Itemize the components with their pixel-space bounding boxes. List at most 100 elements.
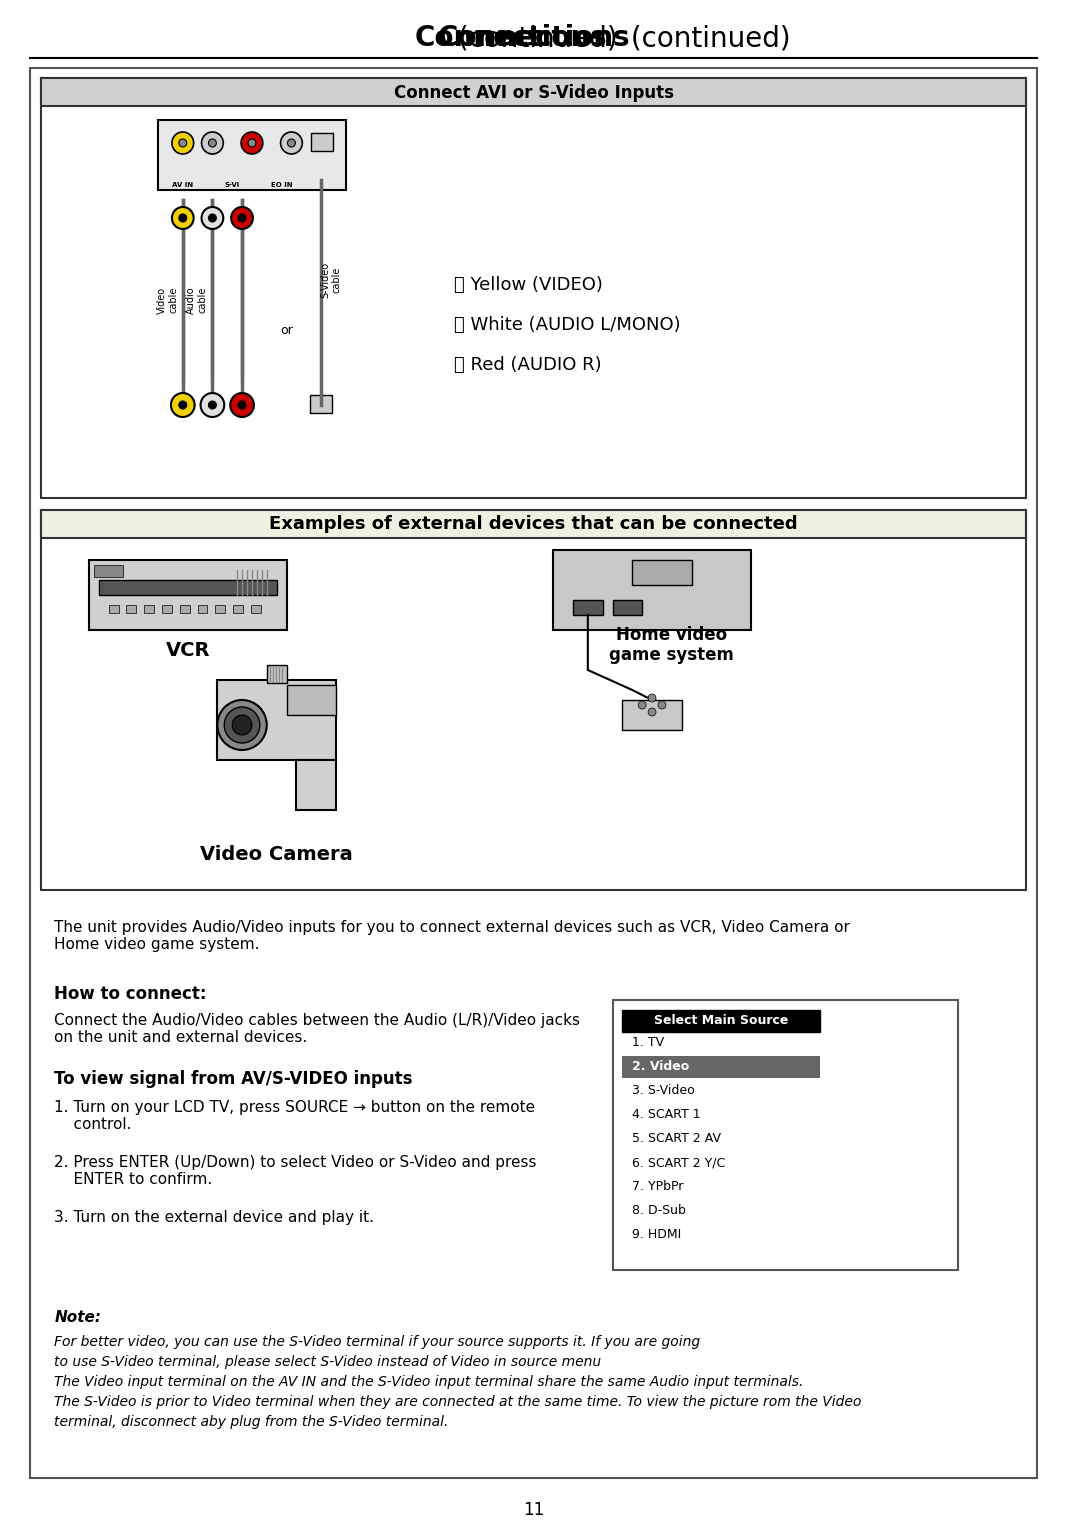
Text: 3. Turn on the external device and play it.: 3. Turn on the external device and play … bbox=[54, 1209, 375, 1225]
FancyBboxPatch shape bbox=[89, 560, 286, 631]
Text: The unit provides Audio/Video inputs for you to connect external devices such as: The unit provides Audio/Video inputs for… bbox=[54, 919, 850, 953]
Circle shape bbox=[225, 707, 260, 744]
Circle shape bbox=[238, 402, 246, 409]
FancyBboxPatch shape bbox=[553, 550, 751, 631]
FancyBboxPatch shape bbox=[126, 605, 136, 612]
Circle shape bbox=[248, 139, 256, 147]
Circle shape bbox=[241, 131, 262, 154]
Circle shape bbox=[208, 139, 216, 147]
FancyBboxPatch shape bbox=[632, 560, 691, 585]
FancyBboxPatch shape bbox=[296, 760, 336, 809]
Text: Connections: Connections bbox=[415, 24, 608, 52]
Text: 1. Turn on your LCD TV, press SOURCE → button on the remote
    control.: 1. Turn on your LCD TV, press SOURCE → b… bbox=[54, 1099, 536, 1133]
Circle shape bbox=[179, 402, 187, 409]
Text: (continued): (continued) bbox=[449, 24, 618, 52]
Circle shape bbox=[202, 131, 224, 154]
Text: 4. SCART 1: 4. SCART 1 bbox=[632, 1109, 701, 1121]
FancyBboxPatch shape bbox=[267, 664, 286, 683]
FancyBboxPatch shape bbox=[612, 600, 643, 615]
Text: terminal, disconnect aby plug from the S-Video terminal.: terminal, disconnect aby plug from the S… bbox=[54, 1416, 448, 1429]
Text: Home video
game system: Home video game system bbox=[609, 626, 734, 664]
Text: to use S-Video terminal, please select S-Video instead of Video in source menu: to use S-Video terminal, please select S… bbox=[54, 1354, 602, 1370]
Text: EO IN: EO IN bbox=[271, 182, 293, 188]
Circle shape bbox=[238, 214, 246, 221]
Text: 8. D-Sub: 8. D-Sub bbox=[632, 1205, 686, 1217]
FancyBboxPatch shape bbox=[286, 686, 336, 715]
Circle shape bbox=[287, 139, 296, 147]
Text: 1. TV: 1. TV bbox=[632, 1037, 664, 1049]
Text: Connections: Connections bbox=[437, 24, 630, 52]
Circle shape bbox=[231, 208, 253, 229]
FancyBboxPatch shape bbox=[233, 605, 243, 612]
Circle shape bbox=[658, 701, 666, 709]
Text: Video Camera: Video Camera bbox=[200, 846, 353, 864]
Text: S-Video
cable: S-Video cable bbox=[320, 263, 341, 298]
Text: 7. YPbPr: 7. YPbPr bbox=[632, 1180, 684, 1194]
FancyBboxPatch shape bbox=[198, 605, 207, 612]
Text: AV IN: AV IN bbox=[172, 182, 193, 188]
Text: (continued): (continued) bbox=[622, 24, 791, 52]
FancyBboxPatch shape bbox=[217, 680, 336, 760]
Circle shape bbox=[172, 208, 193, 229]
FancyBboxPatch shape bbox=[573, 600, 603, 615]
Circle shape bbox=[217, 699, 267, 750]
Circle shape bbox=[230, 392, 254, 417]
Text: VCR: VCR bbox=[165, 640, 210, 660]
Text: Audio
cable: Audio cable bbox=[186, 286, 207, 315]
Text: 6. SCART 2 Y/C: 6. SCART 2 Y/C bbox=[632, 1156, 726, 1170]
FancyBboxPatch shape bbox=[41, 510, 1026, 538]
FancyBboxPatch shape bbox=[145, 605, 154, 612]
FancyBboxPatch shape bbox=[622, 1057, 820, 1078]
FancyBboxPatch shape bbox=[98, 580, 276, 596]
Circle shape bbox=[648, 709, 656, 716]
FancyBboxPatch shape bbox=[179, 605, 190, 612]
FancyBboxPatch shape bbox=[215, 605, 226, 612]
Text: Ⓡ Red (AUDIO R): Ⓡ Red (AUDIO R) bbox=[455, 356, 602, 374]
Text: 9. HDMI: 9. HDMI bbox=[632, 1229, 681, 1241]
Text: Ⓧ White (AUDIO L/MONO): Ⓧ White (AUDIO L/MONO) bbox=[455, 316, 681, 334]
Text: Note:: Note: bbox=[54, 1310, 102, 1325]
FancyBboxPatch shape bbox=[612, 1000, 958, 1270]
Text: Connect AVI or S-Video Inputs: Connect AVI or S-Video Inputs bbox=[393, 84, 674, 102]
Text: 2. Press ENTER (Up/Down) to select Video or S-Video and press
    ENTER to confi: 2. Press ENTER (Up/Down) to select Video… bbox=[54, 1154, 537, 1188]
Circle shape bbox=[179, 139, 187, 147]
Text: To view signal from AV/S-VIDEO inputs: To view signal from AV/S-VIDEO inputs bbox=[54, 1070, 413, 1089]
Text: or: or bbox=[280, 324, 293, 336]
Text: 2. Video: 2. Video bbox=[632, 1060, 689, 1073]
Circle shape bbox=[232, 715, 252, 734]
Text: 11: 11 bbox=[523, 1501, 544, 1519]
Circle shape bbox=[172, 131, 193, 154]
Circle shape bbox=[208, 402, 216, 409]
FancyBboxPatch shape bbox=[310, 395, 332, 412]
Text: 3. S-Video: 3. S-Video bbox=[632, 1084, 696, 1098]
Circle shape bbox=[208, 214, 216, 221]
Text: Select Main Source: Select Main Source bbox=[654, 1014, 788, 1028]
Text: How to connect:: How to connect: bbox=[54, 985, 207, 1003]
Circle shape bbox=[648, 693, 656, 702]
Text: Video
cable: Video cable bbox=[158, 287, 179, 313]
Circle shape bbox=[201, 392, 225, 417]
FancyBboxPatch shape bbox=[41, 510, 1026, 890]
Text: 5. SCART 2 AV: 5. SCART 2 AV bbox=[632, 1133, 721, 1145]
FancyBboxPatch shape bbox=[94, 565, 123, 577]
Text: S-VI: S-VI bbox=[225, 182, 240, 188]
FancyBboxPatch shape bbox=[29, 69, 1038, 1478]
FancyBboxPatch shape bbox=[109, 605, 119, 612]
FancyBboxPatch shape bbox=[251, 605, 261, 612]
Text: Examples of external devices that can be connected: Examples of external devices that can be… bbox=[269, 515, 798, 533]
Text: The Video input terminal on the AV IN and the S-Video input terminal share the s: The Video input terminal on the AV IN an… bbox=[54, 1374, 804, 1390]
Circle shape bbox=[638, 701, 646, 709]
Text: For better video, you can use the S-Video terminal if your source supports it. I: For better video, you can use the S-Vide… bbox=[54, 1335, 701, 1348]
Circle shape bbox=[202, 208, 224, 229]
FancyBboxPatch shape bbox=[622, 1009, 820, 1032]
Circle shape bbox=[171, 392, 194, 417]
Text: ⓨ Yellow (VIDEO): ⓨ Yellow (VIDEO) bbox=[455, 276, 604, 295]
FancyBboxPatch shape bbox=[622, 699, 681, 730]
FancyBboxPatch shape bbox=[311, 133, 333, 151]
Circle shape bbox=[179, 214, 187, 221]
Text: The S-Video is prior to Video terminal when they are connected at the same time.: The S-Video is prior to Video terminal w… bbox=[54, 1396, 862, 1409]
Text: Connect the Audio/Video cables between the Audio (L/R)/Video jacks
on the unit a: Connect the Audio/Video cables between t… bbox=[54, 1012, 580, 1046]
FancyBboxPatch shape bbox=[158, 121, 346, 189]
FancyBboxPatch shape bbox=[41, 78, 1026, 105]
Circle shape bbox=[281, 131, 302, 154]
